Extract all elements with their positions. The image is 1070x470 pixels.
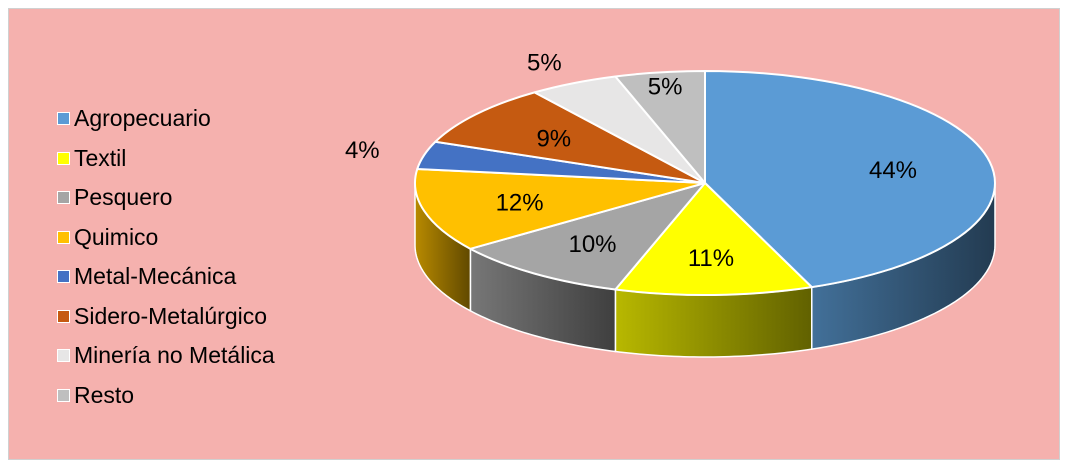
- pie-slice-pesquero: [469, 182, 706, 291]
- data-label: 5%: [648, 74, 683, 101]
- pie-slice-side-textil: [614, 286, 813, 358]
- legend-swatch: [57, 309, 70, 323]
- legend-swatch: [57, 349, 70, 363]
- data-label: 4%: [345, 137, 380, 164]
- pie-slice-agropecuario: [704, 70, 996, 289]
- legend-item: Sidero-Metalúrgico: [57, 297, 275, 337]
- legend-label: Resto: [74, 381, 135, 408]
- data-label: 12%: [496, 189, 544, 216]
- pie-chart: 44% 11% 10% 12% 4% 9% 5% 5%: [345, 49, 996, 358]
- pie-slice-textil: [614, 182, 813, 296]
- pie-slice-sidero-metal-rgico: [434, 91, 706, 184]
- data-label: 10%: [568, 231, 616, 258]
- legend-label: Metal-Mecánica: [74, 263, 237, 290]
- pie-slice-resto: [614, 70, 706, 184]
- legend-item: Agropecuario: [57, 99, 275, 139]
- legend-item: Quimico: [57, 218, 275, 258]
- legend-label: Pesquero: [74, 184, 173, 211]
- data-label: 9%: [536, 126, 571, 153]
- legend-item: Pesquero: [57, 178, 275, 218]
- chart-area: 44% 11% 10% 12% 4% 9% 5% 5% Agropecuario Textil P…: [8, 8, 1060, 460]
- legend-item: Minería no Metálica: [57, 336, 275, 376]
- legend-swatch: [57, 151, 70, 165]
- data-label: 44%: [869, 157, 917, 184]
- legend-swatch: [57, 230, 70, 244]
- pie-slice-quimico: [414, 167, 706, 250]
- legend-label: Sidero-Metalúrgico: [74, 302, 268, 329]
- legend-swatch: [57, 388, 70, 402]
- legend-label: Textil: [74, 144, 127, 171]
- legend-item: Metal-Mecánica: [57, 257, 275, 297]
- legend-item: Resto: [57, 376, 275, 416]
- data-label: 11%: [688, 245, 734, 272]
- legend-label: Agropecuario: [74, 105, 211, 132]
- legend-swatch: [57, 270, 70, 284]
- legend: Agropecuario Textil Pesquero Quimico Metal-M…: [57, 99, 275, 415]
- legend-label: Minería no Metálica: [74, 342, 275, 369]
- legend-swatch: [57, 112, 70, 126]
- data-label: 5%: [527, 49, 562, 76]
- legend-label: Quimico: [74, 223, 159, 250]
- legend-item: Textil: [57, 139, 275, 179]
- legend-swatch: [57, 191, 70, 205]
